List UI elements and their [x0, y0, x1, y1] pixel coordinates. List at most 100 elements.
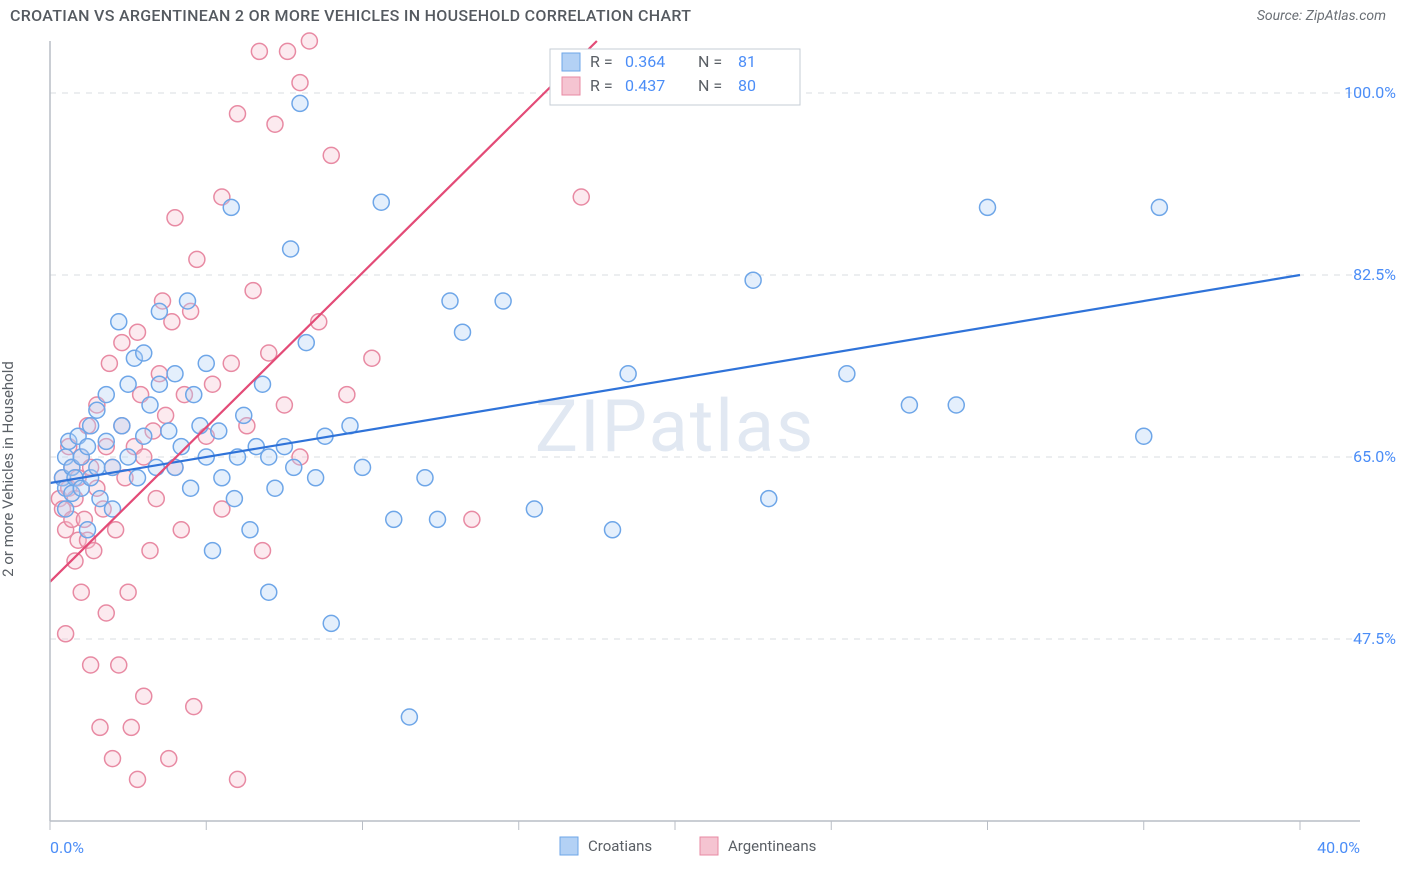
scatter-point: [83, 657, 99, 673]
y-tick-label: 65.0%: [1353, 447, 1396, 466]
scatter-point: [111, 314, 127, 330]
scatter-point: [123, 719, 139, 735]
x-tick-label: 40.0%: [1317, 838, 1360, 857]
scatter-point: [292, 95, 308, 111]
scatter-point: [151, 303, 167, 319]
stats-swatch: [562, 53, 580, 71]
scatter-point: [286, 459, 302, 475]
chart-source: Source: ZipAtlas.com: [1257, 8, 1386, 24]
scatter-point: [111, 657, 127, 673]
scatter-point: [442, 293, 458, 309]
scatter-point: [101, 355, 117, 371]
scatter-point: [73, 584, 89, 600]
scatter-point: [267, 116, 283, 132]
scatter-point: [136, 345, 152, 361]
scatter-point: [186, 387, 202, 403]
legend-label: Argentineans: [728, 837, 816, 855]
scatter-point: [620, 366, 636, 382]
scatter-point: [205, 376, 221, 392]
scatter-point: [98, 605, 114, 621]
scatter-point: [198, 355, 214, 371]
scatter-point: [120, 449, 136, 465]
stats-n-value: 81: [738, 52, 756, 71]
scatter-point: [573, 189, 589, 205]
scatter-point: [211, 423, 227, 439]
trend-line: [50, 41, 597, 582]
scatter-point: [58, 501, 74, 517]
scatter-point: [223, 355, 239, 371]
scatter-point: [276, 439, 292, 455]
scatter-point: [526, 501, 542, 517]
watermark: ZIPatlas: [535, 384, 815, 469]
legend-label: Croatians: [588, 837, 652, 855]
scatter-point: [839, 366, 855, 382]
stats-r-value: 0.437: [625, 76, 665, 95]
scatter-point: [167, 210, 183, 226]
y-tick-label: 47.5%: [1353, 629, 1396, 648]
x-tick-label: 0.0%: [50, 838, 84, 857]
scatter-point: [89, 402, 105, 418]
scatter-point: [98, 387, 114, 403]
scatter-point: [105, 751, 121, 767]
scatter-point: [183, 480, 199, 496]
scatter-point: [761, 491, 777, 507]
scatter-point: [142, 543, 158, 559]
scatter-point: [130, 470, 146, 486]
scatter-point: [1151, 199, 1167, 215]
scatter-point: [136, 428, 152, 444]
scatter-point: [417, 470, 433, 486]
scatter-point: [308, 470, 324, 486]
scatter-point: [242, 522, 258, 538]
scatter-point: [745, 272, 761, 288]
stats-swatch: [562, 77, 580, 95]
scatter-point: [251, 43, 267, 59]
scatter-chart: ZIPatlas0.0%40.0%47.5%65.0%82.5%100.0%R …: [0, 31, 1406, 889]
scatter-point: [980, 199, 996, 215]
scatter-point: [605, 522, 621, 538]
scatter-point: [151, 376, 167, 392]
scatter-point: [1136, 428, 1152, 444]
legend-swatch: [700, 837, 718, 855]
scatter-point: [230, 771, 246, 787]
scatter-point: [261, 449, 277, 465]
scatter-point: [283, 241, 299, 257]
stats-r-value: 0.364: [625, 52, 665, 71]
chart-title: CROATIAN VS ARGENTINEAN 2 OR MORE VEHICL…: [10, 6, 691, 25]
scatter-point: [364, 350, 380, 366]
scatter-point: [948, 397, 964, 413]
scatter-point: [214, 470, 230, 486]
scatter-point: [92, 719, 108, 735]
scatter-point: [255, 543, 271, 559]
scatter-point: [142, 397, 158, 413]
y-axis-label: 2 or more Vehicles in Household: [0, 361, 17, 577]
scatter-point: [298, 335, 314, 351]
scatter-point: [108, 522, 124, 538]
scatter-point: [430, 511, 446, 527]
scatter-point: [355, 459, 371, 475]
scatter-point: [161, 423, 177, 439]
scatter-point: [323, 615, 339, 631]
scatter-point: [464, 511, 480, 527]
scatter-point: [130, 324, 146, 340]
scatter-point: [114, 418, 130, 434]
scatter-point: [236, 407, 252, 423]
scatter-point: [180, 293, 196, 309]
scatter-point: [276, 397, 292, 413]
scatter-point: [58, 626, 74, 642]
scatter-point: [230, 106, 246, 122]
scatter-point: [114, 335, 130, 351]
scatter-point: [98, 433, 114, 449]
stats-box: [550, 49, 800, 105]
scatter-point: [161, 751, 177, 767]
y-tick-label: 82.5%: [1353, 265, 1396, 284]
scatter-point: [80, 439, 96, 455]
scatter-point: [148, 459, 164, 475]
legend-swatch: [560, 837, 578, 855]
scatter-point: [148, 491, 164, 507]
scatter-point: [192, 418, 208, 434]
scatter-point: [120, 584, 136, 600]
scatter-point: [373, 194, 389, 210]
stats-n-label: N =: [698, 76, 722, 95]
scatter-point: [80, 522, 96, 538]
scatter-point: [186, 699, 202, 715]
